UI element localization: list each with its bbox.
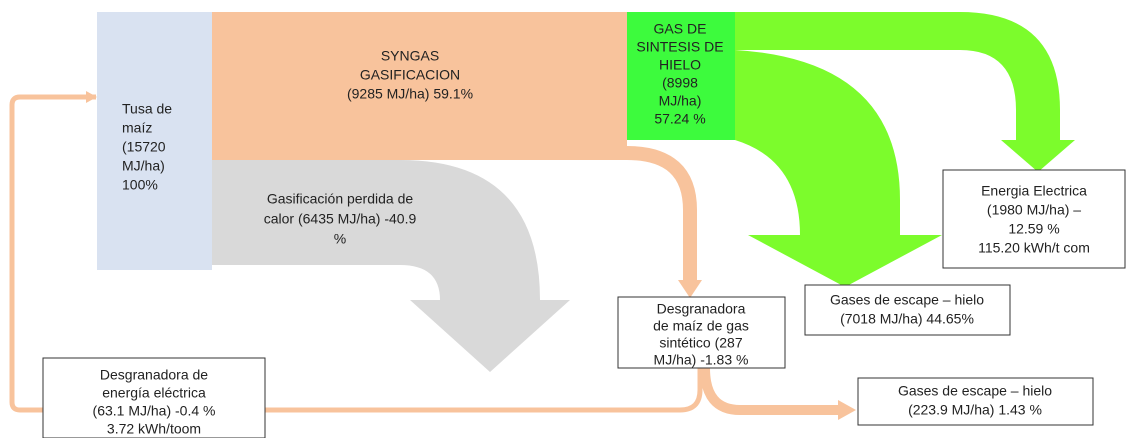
node-label: GAS DE xyxy=(654,21,707,37)
node-label: de maíz de gas xyxy=(653,318,749,334)
node-label: (63.1 MJ/ha) -0.4 % xyxy=(93,403,216,419)
flow-energia xyxy=(735,12,1075,172)
node-label: calor (6435 MJ/ha) -40.9 xyxy=(264,211,417,227)
flow-escape1 xyxy=(735,50,942,287)
node-label: (8998 xyxy=(662,75,698,91)
node-label: 12.59 % xyxy=(1008,221,1059,237)
node-label: energía eléctrica xyxy=(102,385,206,401)
escape2-box xyxy=(857,377,1094,426)
node-label: Desgranadora de xyxy=(100,367,208,383)
node-label: Gases de escape – hielo xyxy=(830,292,984,308)
node-label: (1980 MJ/ha) – xyxy=(987,202,1081,218)
syngas-block xyxy=(212,12,627,160)
flow-loss xyxy=(212,160,570,372)
node-label: (223.9 MJ/ha) 1.43 % xyxy=(908,402,1042,418)
node-label: % xyxy=(334,231,346,247)
node-label: Gasificación perdida de xyxy=(267,191,414,207)
arrow-head xyxy=(86,91,97,103)
node-label: MJ/ha) xyxy=(659,93,702,109)
node-label: 3.72 kWh/toom xyxy=(107,421,201,437)
energia-box xyxy=(942,169,1126,269)
desg-elec-box xyxy=(42,357,266,438)
arrow-head xyxy=(678,280,702,298)
node-label: GASIFICACION xyxy=(360,67,460,83)
node-label: maíz xyxy=(122,120,152,136)
gas-block xyxy=(627,12,735,140)
node-label: MJ/ha) -1.83 % xyxy=(654,352,749,368)
node-label: Desgranadora xyxy=(657,301,746,317)
node-label: SYNGAS xyxy=(381,48,439,64)
node-label: HIELO xyxy=(659,57,701,73)
node-label: (9285 MJ/ha) 59.1% xyxy=(347,86,473,102)
escape1-box xyxy=(804,284,1011,336)
desg-gas-box xyxy=(617,296,786,369)
tusa-block xyxy=(97,12,212,270)
node-label: sintético (287 xyxy=(659,335,742,351)
flow-desgranadora xyxy=(626,146,697,282)
arrow-head xyxy=(838,400,856,420)
node-label: 57.24 % xyxy=(654,111,705,127)
node-label: (7018 MJ/ha) 44.65% xyxy=(840,311,974,327)
node-label: SINTESIS DE xyxy=(636,39,723,55)
node-label: 100% xyxy=(122,177,158,193)
flow-loop xyxy=(9,94,703,413)
node-label: MJ/ha) xyxy=(122,158,165,174)
node-label: Energia Electrica xyxy=(981,183,1087,199)
flow-escape2 xyxy=(700,367,840,415)
node-label: Gases de escape – hielo xyxy=(898,383,1052,399)
node-label: Tusa de xyxy=(122,101,172,117)
node-label: 115.20 kWh/t com xyxy=(978,240,1090,256)
node-label: (15720 xyxy=(122,139,166,155)
